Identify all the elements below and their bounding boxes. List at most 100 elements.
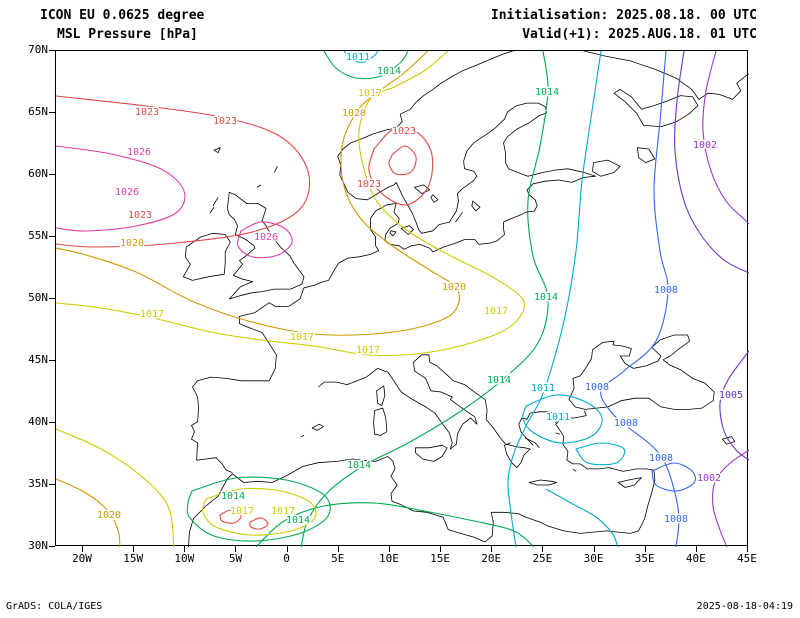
isobar-label-1023: 1023 — [128, 210, 152, 221]
isobar-1020-5 — [56, 51, 460, 336]
lat-label-70N: 70N — [28, 43, 48, 56]
isobar-label-1011: 1011 — [531, 383, 555, 394]
lon-label-15W: 15W — [123, 552, 144, 565]
creation-timestamp: 2025-08-18-04:19 — [696, 601, 793, 612]
coastline-lake-van — [722, 436, 736, 445]
coastline-lesbos — [555, 432, 560, 435]
coastline-euboea — [524, 437, 540, 449]
isobar-1005-18 — [719, 350, 749, 461]
lon-label-45E: 45E — [737, 552, 757, 565]
lon-label-40E: 40E — [685, 552, 706, 565]
isobar-label-1014: 1014 — [377, 66, 401, 77]
field-title: MSL Pressure [hPa] — [57, 27, 198, 42]
lon-tick-0 — [286, 546, 288, 552]
isobar-label-1020: 1020 — [120, 238, 144, 249]
coastline-funen — [389, 230, 397, 237]
isobar-1011-12 — [507, 51, 602, 547]
model-title: ICON EU 0.0625 degree — [40, 8, 205, 23]
isobar-label-1008: 1008 — [585, 382, 609, 393]
isobar-1014-10 — [323, 51, 409, 80]
isobar-1014-9 — [300, 51, 549, 547]
isobar-label-1014: 1014 — [535, 87, 559, 98]
isobar-1014-23 — [186, 476, 331, 542]
isobar-label-1011: 1011 — [546, 412, 570, 423]
coastline-lake-vanern — [414, 184, 431, 194]
coastline-cyprus — [617, 477, 642, 488]
isobar-1008-16 — [651, 462, 696, 492]
coastline-lake-vattern — [430, 194, 439, 203]
lon-tick-35E — [644, 546, 646, 552]
isobar-label-1008: 1008 — [664, 514, 688, 525]
isobar-1023-3 — [368, 127, 434, 206]
lat-label-45N: 45N — [28, 353, 48, 366]
isobar-label-1023: 1023 — [357, 179, 381, 190]
isobar-label-1020: 1020 — [442, 282, 466, 293]
coastline-orkney — [256, 184, 262, 188]
lat-tick-40N — [49, 422, 55, 423]
lon-label-0: 0 — [283, 552, 290, 565]
isobar-label-1014: 1014 — [286, 515, 310, 526]
lon-label-35E: 35E — [634, 552, 655, 565]
isobar-label-1017: 1017 — [290, 332, 314, 343]
lat-tick-35N — [49, 484, 55, 485]
isobar-label-1014: 1014 — [534, 292, 558, 303]
lat-tick-70N — [49, 50, 55, 51]
lat-label-50N: 50N — [28, 291, 48, 304]
map-frame: 1011 1014 1017 1020 1023 1023 1023 1023 1014 1002… — [55, 50, 749, 547]
lon-label-25E: 25E — [532, 552, 553, 565]
isobar-1026-1 — [56, 145, 186, 232]
lat-tick-55N — [49, 236, 55, 237]
lon-tick-5W — [235, 546, 237, 552]
isobar-label-1014: 1014 — [487, 375, 511, 386]
isobar-label-1014: 1014 — [347, 460, 371, 471]
coastline-lake-onega — [637, 147, 656, 163]
lon-tick-20E — [491, 546, 493, 552]
coastline-zealand — [400, 225, 414, 235]
isobar-label-1008: 1008 — [654, 285, 678, 296]
isobar-label-1017: 1017 — [140, 309, 164, 320]
lon-tick-30E — [593, 546, 595, 552]
coastline-kola-barents — [582, 51, 749, 100]
isobar-1017-22 — [202, 487, 317, 536]
lon-label-15E: 15E — [430, 552, 450, 565]
coastline-ireland — [182, 232, 231, 281]
lon-label-30E: 30E — [583, 552, 604, 565]
lat-label-35N: 35N — [28, 477, 48, 490]
isobar-1011-26 — [545, 488, 619, 547]
coastline-africa-levant — [188, 410, 656, 547]
coastline-black-sea-azov — [568, 334, 715, 410]
lon-tick-15W — [133, 546, 135, 552]
lon-tick-10W — [184, 546, 186, 552]
coastline-oland — [455, 211, 463, 223]
isobar-1023-0 — [56, 95, 311, 248]
isobar-label-1011: 1011 — [346, 52, 370, 63]
isobar-label-1017: 1017 — [271, 506, 295, 517]
isobar-label-1023: 1023 — [392, 126, 416, 137]
isobar-label-1002: 1002 — [693, 140, 717, 151]
isobar-1002-20 — [712, 449, 749, 547]
isobar-label-1017: 1017 — [230, 506, 254, 517]
pressure-map: 1011101410171020102310231023102310141002… — [56, 51, 749, 547]
isobar-label-1005: 1005 — [719, 390, 743, 401]
isobar-1026-2 — [236, 221, 293, 259]
isobar-label-1020: 1020 — [342, 108, 366, 119]
lat-label-65N: 65N — [28, 105, 48, 118]
coastline-corsica — [376, 385, 386, 406]
isobar-label-1026: 1026 — [127, 147, 151, 158]
coastline-lake-ladoga — [592, 159, 621, 177]
isobar-label-1026: 1026 — [254, 232, 278, 243]
lat-tick-65N — [49, 112, 55, 113]
coastline-rhodes — [572, 468, 577, 472]
coastline-sicily — [415, 444, 448, 462]
coastline-white-sea — [613, 89, 699, 127]
isobar-label-1017: 1017 — [356, 345, 380, 356]
isobar-1017-7 — [56, 51, 526, 357]
lon-tick-15E — [440, 546, 442, 552]
coastline-italy-balkans-greece — [318, 354, 531, 468]
lat-label-60N: 60N — [28, 167, 48, 180]
isobar-label-1026: 1026 — [115, 187, 139, 198]
isobar-1014-21 — [255, 502, 535, 547]
isobar-1005-17 — [674, 51, 749, 274]
lon-tick-5E — [337, 546, 339, 552]
